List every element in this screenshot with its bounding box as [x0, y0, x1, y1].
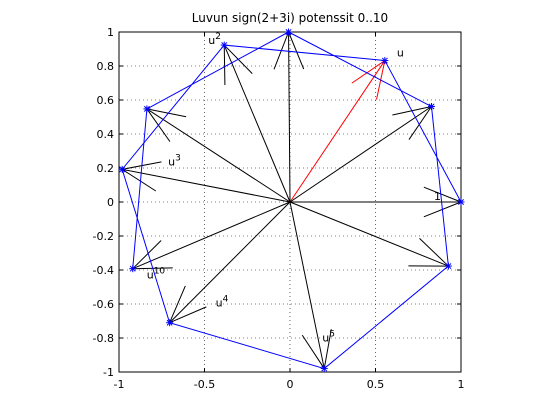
y-tick-label: 0.4 — [97, 128, 115, 141]
arrowhead-3 — [121, 168, 157, 192]
point-label-exponent: 3 — [175, 153, 181, 163]
point-label-base: 1 — [434, 190, 441, 203]
point-markers — [118, 28, 465, 373]
vector-8 — [288, 31, 291, 203]
point-label-base: u — [216, 297, 223, 310]
point-marker-1 — [381, 57, 389, 65]
arrowhead-4 — [169, 285, 186, 323]
point-marker-2 — [220, 41, 228, 49]
vector-4 — [169, 201, 291, 324]
point-label-exponent: 2 — [215, 32, 221, 42]
y-tick-label: 0.6 — [97, 94, 115, 107]
arrowhead-9 — [146, 108, 187, 118]
y-tick-label: 0 — [107, 196, 114, 209]
x-tick-label: -1 — [114, 378, 125, 391]
chart-title: Luvun sign(2+3i) potenssit 0..10 — [192, 11, 388, 25]
point-label-base: u — [208, 34, 215, 47]
point-label-base: u — [147, 269, 154, 282]
point-marker-0 — [457, 198, 465, 206]
marker-stroke — [445, 263, 452, 270]
arrowhead-6 — [419, 238, 449, 267]
y-tick-label: -0.8 — [93, 332, 114, 345]
x-tick-label: 0.5 — [367, 378, 385, 391]
x-tick-label: 1 — [458, 378, 465, 391]
point-label-exponent: 10 — [154, 267, 166, 277]
y-tick-label: 1 — [107, 26, 114, 39]
arrowhead-5 — [301, 334, 325, 369]
y-tick-label: 0.2 — [97, 162, 115, 175]
vector-9 — [146, 108, 291, 203]
marker-stroke — [458, 199, 464, 205]
arrowhead-7 — [408, 106, 432, 140]
x-tick-label: -0.5 — [194, 378, 215, 391]
point-marker-5 — [320, 365, 328, 373]
point-label-0: 1 — [434, 190, 441, 203]
vector-10 — [132, 201, 291, 270]
point-marker-3 — [118, 165, 126, 173]
vector-7 — [289, 106, 432, 203]
marker-stroke — [143, 105, 150, 112]
vector-5 — [289, 201, 325, 369]
point-label-base: u — [168, 155, 175, 168]
point-label-base: u — [397, 47, 404, 60]
marker-stroke — [129, 265, 136, 272]
point-marker-7 — [427, 103, 435, 111]
arrowhead-4 — [169, 306, 207, 324]
point-label-3: u3 — [168, 153, 181, 168]
arrowhead-10 — [132, 240, 162, 270]
marker-stroke — [166, 319, 173, 326]
y-tick-label: -1 — [103, 366, 114, 379]
point-label-1: u — [397, 47, 404, 60]
point-label-exponent: 5 — [329, 330, 335, 340]
axis-ticks: -1 -0.5 0 0.5 1 -1 -0.8 -0.6 -0.4 -0.2 0 0.2 0.4 0.6 0… — [93, 26, 465, 391]
vector-6 — [289, 201, 449, 267]
marker-stroke — [321, 365, 328, 372]
arrowhead-5 — [323, 329, 332, 369]
marker-stroke — [381, 57, 388, 64]
point-label-exponent: 4 — [223, 295, 229, 305]
marker-stroke — [428, 103, 435, 110]
marker-stroke — [285, 29, 292, 35]
arrowhead-0 — [423, 186, 462, 203]
vector-3 — [122, 168, 291, 203]
point-marker-9 — [143, 105, 151, 113]
point-marker-6 — [444, 262, 452, 270]
arrowhead-2 — [223, 45, 226, 86]
vector-2 — [223, 44, 291, 203]
point-marker-4 — [166, 319, 174, 327]
point-label-base: u — [322, 332, 329, 345]
y-tick-label: 0.8 — [97, 60, 115, 73]
point-label-2: u2 — [208, 32, 221, 47]
arrowhead-1 — [351, 60, 386, 84]
y-tick-label: -0.2 — [93, 230, 114, 243]
y-tick-label: -0.4 — [93, 264, 114, 277]
point-marker-8 — [285, 28, 293, 36]
point-label-4: u4 — [216, 295, 229, 310]
x-tick-label: 0 — [287, 378, 294, 391]
point-label-5: u5 — [322, 330, 335, 345]
marker-stroke — [119, 166, 126, 173]
marker-stroke — [221, 42, 228, 49]
y-tick-label: -0.6 — [93, 298, 114, 311]
point-label-10: u10 — [147, 267, 166, 282]
vector-1 — [289, 60, 386, 203]
point-marker-10 — [129, 265, 137, 273]
arrowhead-8 — [288, 31, 305, 70]
